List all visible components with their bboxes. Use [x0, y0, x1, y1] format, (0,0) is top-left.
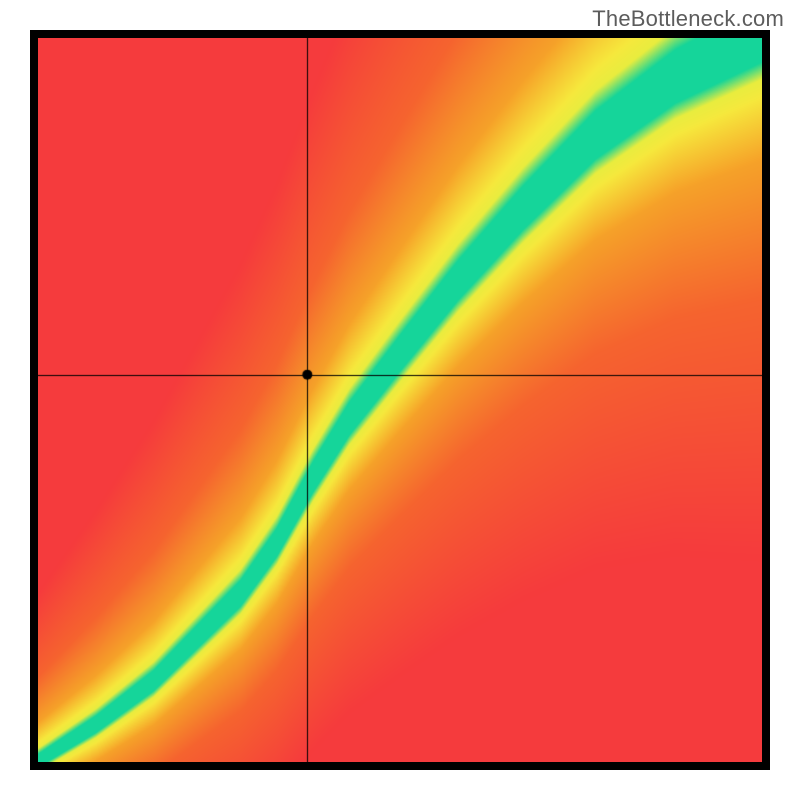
heatmap-canvas — [38, 38, 762, 762]
watermark-label: TheBottleneck.com — [592, 6, 784, 32]
heatmap-plot — [38, 38, 762, 762]
chart-frame — [30, 30, 770, 770]
chart-stage: TheBottleneck.com — [0, 0, 800, 800]
